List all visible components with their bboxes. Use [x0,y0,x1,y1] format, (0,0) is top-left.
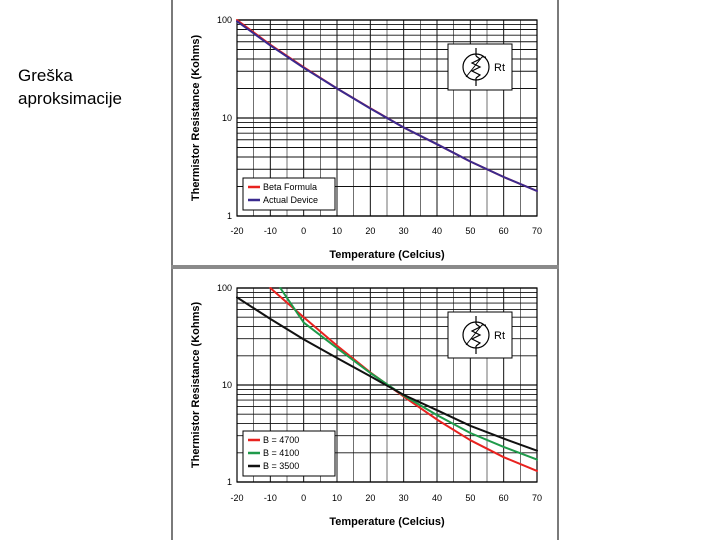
bottom-y-axis-title: Thermistor Resistance (Kohms) [190,302,202,469]
top-symbol-slash [465,56,486,78]
chart-top: -20 -10 0 10 20 30 40 50 60 70 1 10 100 Temperature (… [190,15,542,261]
top-x-tick-label: 20 [365,226,375,236]
top-plot-border [236,19,538,217]
slide-label: Greška aproksimacije [18,64,168,110]
bottom-x-tick-label: 10 [332,493,342,503]
bottom-series-line-3 [236,296,538,452]
top-symbol-label: Rt [494,62,505,74]
top-x-tick-label: -20 [230,226,243,236]
bottom-legend-label-3: B = 3500 [263,461,299,471]
top-y-axis-title: Thermistor Resistance (Kohms) [190,35,202,202]
bottom-x-tick-label: -20 [230,493,243,503]
bottom-thermistor-symbol: Rt [447,311,513,359]
bottom-symbol-label: Rt [494,330,505,342]
top-x-tick-label: 10 [332,226,342,236]
bottom-y-tick-label: 100 [217,283,232,293]
top-y-tick-label: 100 [217,15,232,25]
top-x-tick-label: 70 [532,226,542,236]
top-series-line-2 [236,20,538,192]
top-x-tick-label: 60 [499,226,509,236]
bottom-symbol-box [447,311,513,359]
chart-bottom: -20 -10 0 10 20 30 40 50 60 70 1 10 100 Temperature (… [190,283,542,528]
bottom-y-tick-label: 10 [222,380,232,390]
top-legend-box [242,177,336,211]
figure-divider [171,265,559,269]
bottom-plot-border [236,287,538,483]
bottom-symbol-circle [462,321,490,349]
top-y-tick-label: 1 [227,211,232,221]
top-x-tick-label: -10 [264,226,277,236]
top-x-tick-label: 0 [301,226,306,236]
bottom-x-tick-label: 50 [465,493,475,503]
bottom-x-tick-label: -10 [264,493,277,503]
bottom-symbol-slash [465,324,486,346]
bottom-x-tick-label: 60 [499,493,509,503]
top-legend-label-2: Actual Device [263,195,318,205]
top-legend-label-1: Beta Formula [263,182,317,192]
top-x-axis-title: Temperature (Celcius) [329,249,445,261]
bottom-x-axis-title: Temperature (Celcius) [329,516,445,528]
bottom-legend-label-1: B = 4700 [263,435,299,445]
bottom-legend-label-2: B = 4100 [263,448,299,458]
top-y-tick-label: 10 [222,113,232,123]
bottom-y-tick-label: 1 [227,477,232,487]
top-symbol-circle [462,53,490,81]
bottom-x-tick-label: 0 [301,493,306,503]
bottom-x-tick-label: 70 [532,493,542,503]
slide-label-line-1: Greška [18,66,73,85]
slide-label-line-2: aproksimacije [18,89,122,108]
top-thermistor-symbol: Rt [447,43,513,91]
bottom-x-tick-label: 20 [365,493,375,503]
top-x-tick-label: 50 [465,226,475,236]
bottom-x-tick-label: 30 [399,493,409,503]
top-x-tick-label: 30 [399,226,409,236]
bottom-x-tick-label: 40 [432,493,442,503]
top-x-tick-label: 40 [432,226,442,236]
